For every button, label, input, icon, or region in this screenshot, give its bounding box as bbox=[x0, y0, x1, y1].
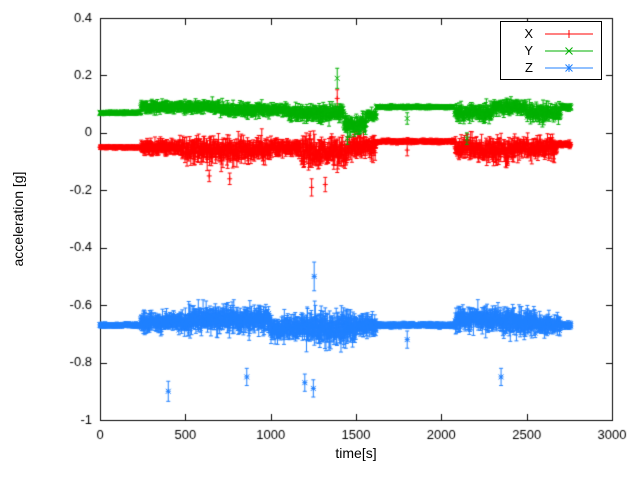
legend-item-z: Z bbox=[507, 59, 595, 76]
legend-label-z: Z bbox=[525, 60, 533, 75]
legend-sample-x-icon bbox=[545, 29, 593, 38]
legend-sample-y-icon bbox=[545, 46, 593, 55]
legend-sample-z-icon bbox=[545, 63, 593, 72]
y-axis-label: acceleration [g] bbox=[10, 171, 26, 267]
legend-item-x: X bbox=[507, 25, 595, 42]
legend-item-y: Y bbox=[507, 42, 595, 59]
x-axis-label: time[s] bbox=[335, 445, 377, 461]
legend-label-x: X bbox=[524, 26, 533, 41]
legend-label-y: Y bbox=[524, 43, 533, 58]
